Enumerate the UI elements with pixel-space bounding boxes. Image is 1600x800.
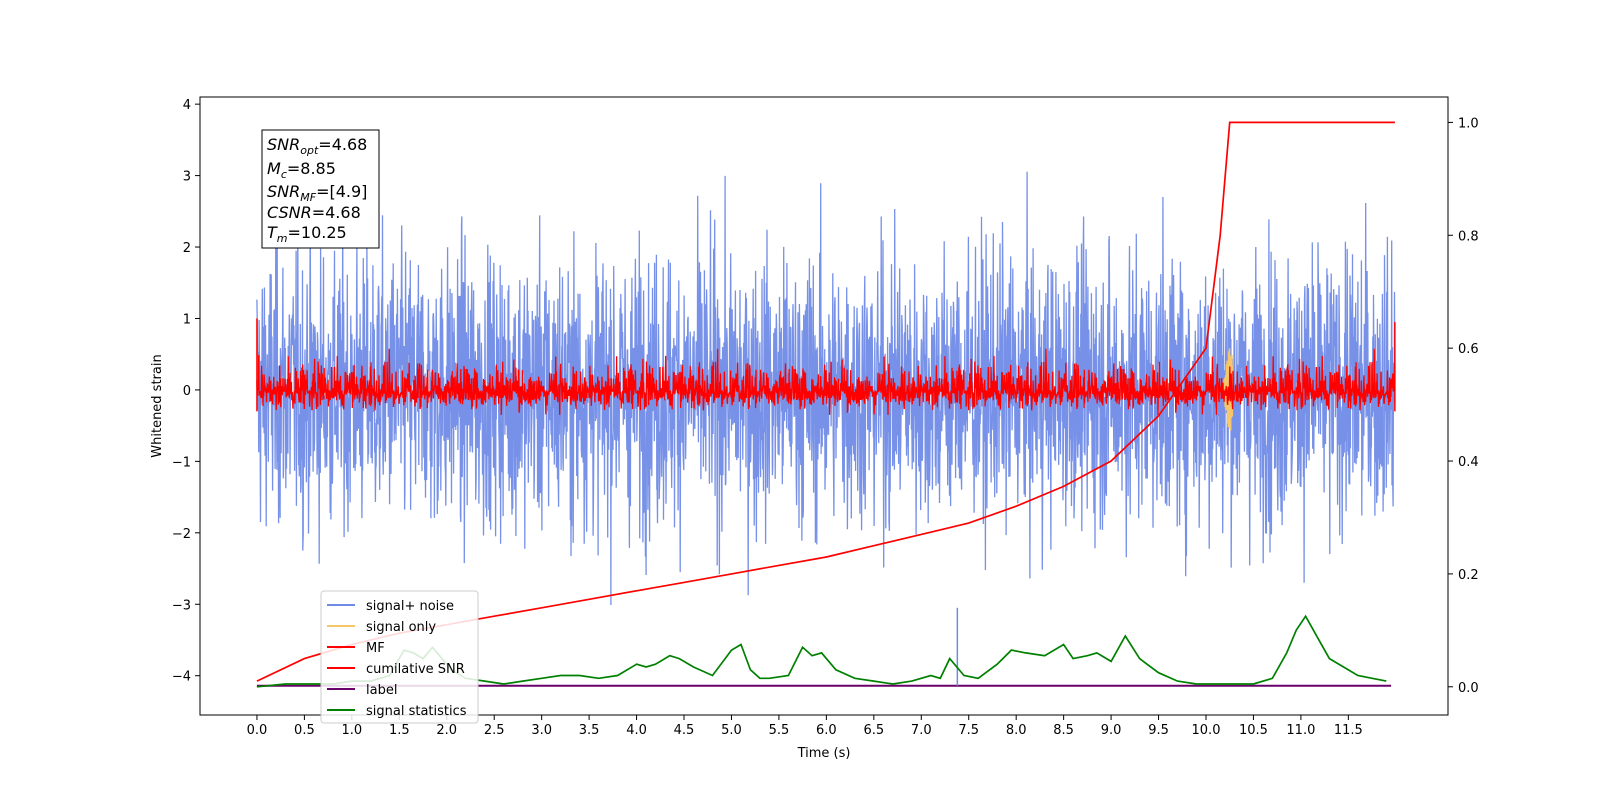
x-tick-label: 8.0 (1006, 723, 1027, 738)
y2-tick-label: 1.0 (1458, 116, 1479, 131)
stats-annotation-box: SNRopt=4.68 Mc=8.85 SNRMF=[4.9] CSNR=4.6… (261, 129, 380, 249)
tm-annotation: Tm=10.25 (267, 223, 347, 245)
x-tick-label: 5.5 (769, 723, 790, 738)
y-axis: 4 3 2 1 0 −1 −2 −3 −4 (172, 98, 200, 685)
csnr-annotation: CSNR=4.68 (267, 203, 361, 222)
legend-label: signal+ noise (366, 599, 454, 614)
snr-mf-annotation: SNRMF=[4.9] (267, 182, 367, 204)
legend-label: label (366, 683, 397, 698)
y-tick-label: −3 (172, 598, 191, 613)
y-tick-label: 1 (183, 312, 191, 327)
legend-label: signal only (366, 620, 436, 635)
x-tick-label: 1.0 (342, 723, 363, 738)
x-tick-label: 9.0 (1101, 723, 1122, 738)
x-tick-label: 9.5 (1148, 723, 1169, 738)
x-tick-label: 2.5 (484, 723, 505, 738)
series-mf-line (256, 348, 1396, 415)
x-tick-label: 0.5 (294, 723, 315, 738)
legend-label: MF (366, 641, 385, 656)
y2-tick-label: 0.4 (1458, 455, 1479, 470)
y-tick-label: −2 (172, 527, 191, 542)
x-tick-label: 11.0 (1286, 723, 1315, 738)
x-tick-label: 5.0 (721, 723, 742, 738)
snr-opt-annotation: SNRopt=4.68 (267, 135, 367, 157)
y-tick-label: 0 (183, 384, 191, 399)
y-tick-label: −1 (172, 455, 191, 470)
legend: signal+ noise signal only MF cumilative SNR… (320, 590, 479, 724)
x-tick-label: 6.5 (863, 723, 884, 738)
x-tick-label: 3.5 (579, 723, 600, 738)
y-tick-label: 4 (183, 98, 191, 113)
x-tick-label: 6.0 (816, 723, 837, 738)
x-tick-label: 7.0 (911, 723, 932, 738)
y-axis-label: Whitened strain (150, 354, 165, 457)
y2-axis: 1.0 0.8 0.6 0.4 0.2 0.0 (1448, 116, 1479, 696)
x-tick-label: 7.5 (958, 723, 979, 738)
x-tick-label: 1.5 (389, 723, 410, 738)
y-tick-label: 2 (183, 241, 191, 256)
x-tick-label: 10.5 (1239, 723, 1268, 738)
x-tick-label: 10.0 (1192, 723, 1221, 738)
x-tick-label: 8.5 (1053, 723, 1074, 738)
x-tick-label: 3.0 (531, 723, 552, 738)
y2-tick-label: 0.6 (1458, 342, 1479, 357)
y-tick-label: −4 (172, 670, 191, 685)
x-axis: 0.0 0.5 1.0 1.5 2.0 2.5 3.0 3.5 4.0 4.5 5.0 5.5 6.0 6… (247, 715, 1363, 738)
x-tick-label: 11.5 (1334, 723, 1363, 738)
x-tick-label: 4.0 (626, 723, 647, 738)
plot-frame (199, 96, 1449, 716)
y2-tick-label: 0.0 (1458, 681, 1479, 696)
y-tick-label: 3 (183, 170, 191, 185)
legend-label: cumilative SNR (366, 662, 465, 677)
x-axis-label: Time (s) (797, 746, 851, 761)
y2-tick-label: 0.2 (1458, 568, 1479, 583)
x-tick-label: 0.0 (247, 723, 268, 738)
series-signal-noise-line (256, 171, 1396, 606)
mc-annotation: Mc=8.85 (267, 159, 336, 181)
legend-label: signal statistics (366, 704, 467, 719)
x-tick-label: 2.0 (436, 723, 457, 738)
y2-tick-label: 0.8 (1458, 229, 1479, 244)
x-tick-label: 4.5 (674, 723, 695, 738)
